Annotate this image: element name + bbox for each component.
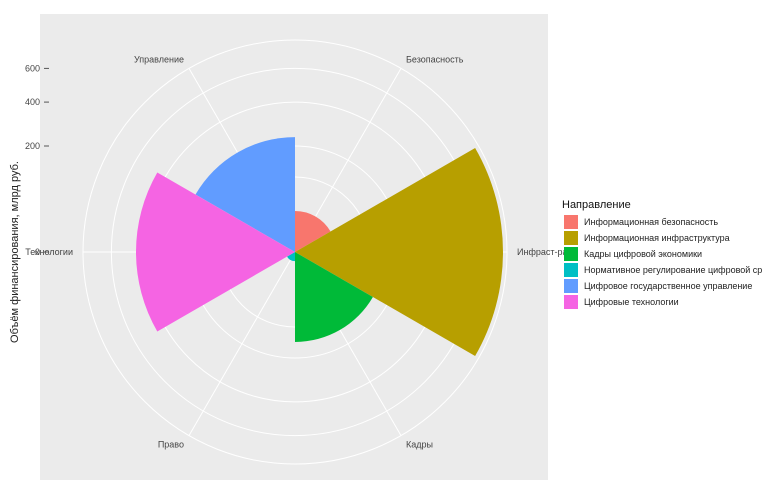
legend-label-1: Информационная инфраструктура	[584, 233, 730, 243]
legend-swatch-0	[564, 215, 578, 229]
legend-label-4: Цифровое государственное управление	[584, 281, 752, 291]
legend-swatch-2	[564, 247, 578, 261]
category-label-0: Безопасность	[406, 55, 464, 65]
legend: Направление Информационная безопасность И…	[562, 199, 762, 309]
legend-swatch-1	[564, 231, 578, 245]
category-label-2: Кадры	[406, 439, 433, 449]
legend-swatch-5	[564, 295, 578, 309]
legend-swatch-3	[564, 263, 578, 277]
category-label-1: Инфраст-ра	[517, 247, 567, 257]
y-axis-label: Объём финансирования, млрд руб.	[9, 161, 21, 343]
category-label-5: Управление	[134, 55, 184, 65]
y-tick-label-2: 400	[25, 97, 40, 107]
wedge-Управление	[195, 137, 295, 252]
y-tick-label-0: 0	[35, 247, 40, 257]
y-tick-label-3: 600	[25, 63, 40, 73]
legend-label-0: Информационная безопасность	[584, 217, 718, 227]
legend-label-5: Цифровые технологии	[584, 297, 679, 307]
legend-label-3: Нормативное регулирование цифровой среды	[584, 265, 762, 275]
wedges	[135, 137, 503, 356]
wedge-Инфраст-ра	[295, 148, 503, 356]
category-label-4: Технологии	[25, 247, 73, 257]
wedge-Право	[287, 252, 295, 262]
legend-title: Направление	[562, 199, 631, 211]
wedge-Кадры	[295, 252, 373, 342]
y-tick-label-1: 200	[25, 141, 40, 151]
category-label-3: Право	[158, 439, 184, 449]
y-ticks: 0 200 400 600	[25, 63, 49, 257]
legend-label-2: Кадры цифровой экономики	[584, 249, 702, 259]
wedge-Безопасность	[295, 210, 331, 252]
wedge-Технологии	[135, 172, 295, 332]
category-labels: Безопасность Инфраст-ра Кадры Право Технолог…	[25, 55, 567, 450]
grid-spoke-3	[188, 251, 296, 436]
legend-swatch-4	[564, 279, 578, 293]
